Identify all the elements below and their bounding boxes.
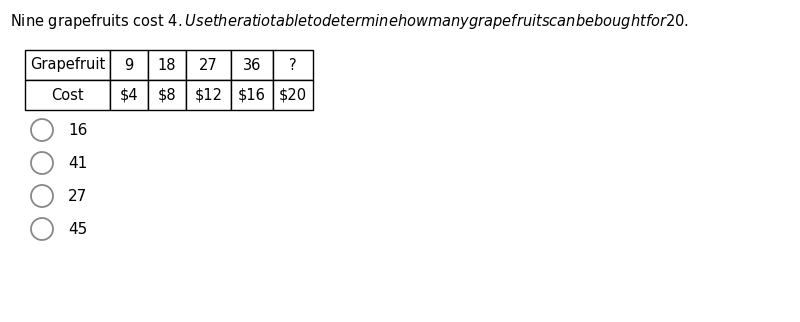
Text: 41: 41	[68, 156, 87, 171]
Bar	[25, 80, 110, 110]
Text: 18: 18	[158, 58, 176, 72]
Bar	[110, 50, 148, 80]
Ellipse shape	[31, 152, 53, 174]
Text: 9: 9	[124, 58, 134, 72]
Bar	[148, 50, 186, 80]
Text: 16: 16	[68, 122, 87, 137]
Bar	[148, 80, 186, 110]
Text: 45: 45	[68, 222, 87, 236]
Text: Cost: Cost	[51, 88, 84, 102]
Text: Nine grapefruits cost $4. Use the ratio table to determine how many grapefruits : Nine grapefruits cost $4. Use the ratio …	[10, 12, 689, 31]
Ellipse shape	[31, 119, 53, 141]
Text: 27: 27	[68, 188, 87, 204]
Bar	[110, 80, 148, 110]
Bar	[186, 80, 231, 110]
Bar	[273, 80, 313, 110]
Ellipse shape	[31, 218, 53, 240]
Text: 36: 36	[243, 58, 261, 72]
Text: $16: $16	[238, 88, 266, 102]
Text: 27: 27	[199, 58, 218, 72]
Bar	[231, 50, 273, 80]
Text: $4: $4	[120, 88, 138, 102]
Text: Grapefruit: Grapefruit	[30, 58, 105, 72]
Bar	[273, 50, 313, 80]
Ellipse shape	[31, 185, 53, 207]
Text: $20: $20	[279, 88, 307, 102]
Bar	[25, 50, 110, 80]
Text: ?: ?	[289, 58, 297, 72]
Text: $8: $8	[158, 88, 176, 102]
Bar	[231, 80, 273, 110]
Bar	[186, 50, 231, 80]
Text: $12: $12	[194, 88, 222, 102]
